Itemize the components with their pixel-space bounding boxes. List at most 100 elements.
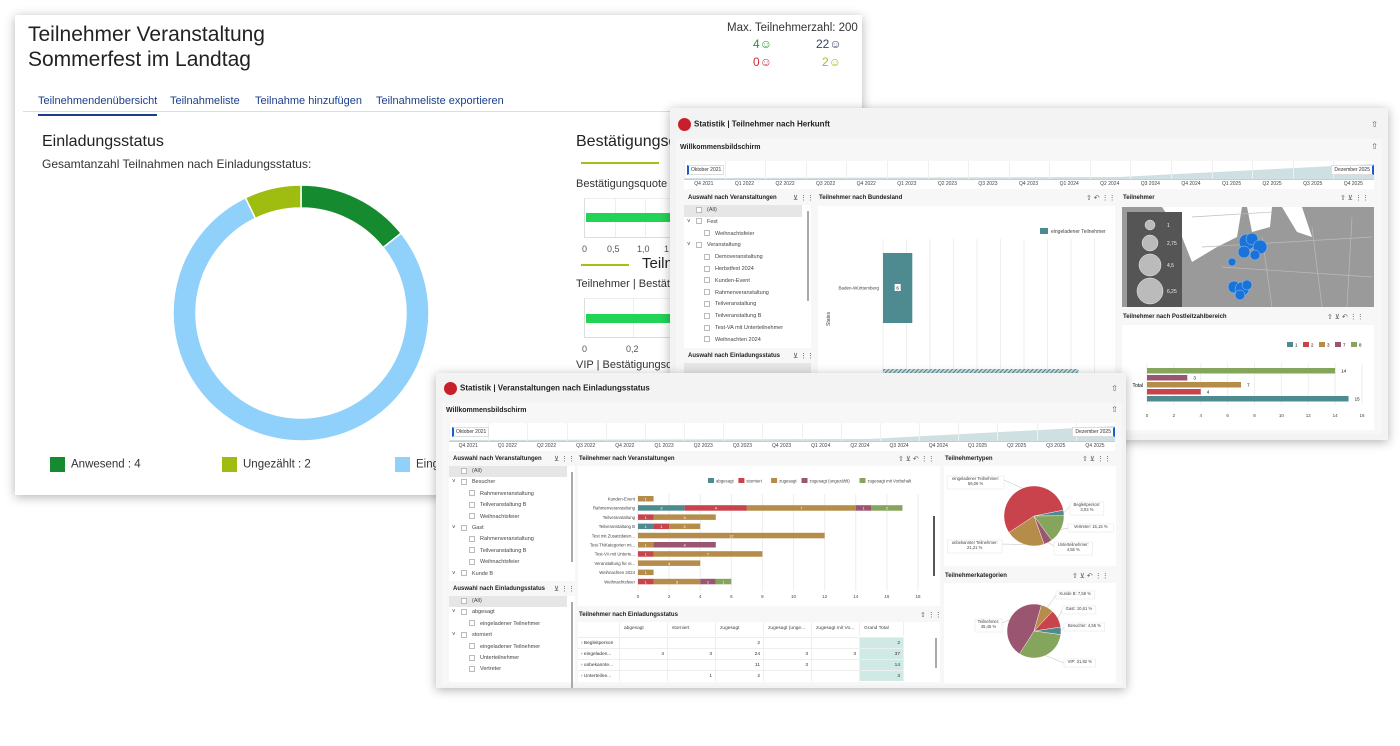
tab-participation-list[interactable]: Teilnahmeliste [170, 95, 240, 107]
chart-toolbar-icons[interactable]: ⇧ ⊻ ↶ ⋮⋮ [898, 456, 935, 463]
filter-item[interactable]: (All) [449, 596, 567, 608]
clear-filter-icon[interactable]: ⊻ ⋮⋮ [554, 456, 576, 463]
checkbox[interactable] [469, 558, 475, 565]
legend-present[interactable]: Anwesend : 4 [50, 457, 141, 472]
range-start-handle[interactable]: Oktober 2021 [687, 165, 725, 175]
filter-item[interactable]: Teilveranstaltung [684, 299, 802, 311]
map-toolbar-icons[interactable]: ⇧ ⊻ ⋮⋮ [1340, 195, 1369, 202]
checkbox[interactable] [469, 643, 475, 650]
filter-item[interactable]: ˅ Besucher [449, 477, 567, 488]
filter-item[interactable]: Demoveranstaltung [684, 252, 802, 264]
checkbox[interactable] [704, 253, 710, 260]
row-header[interactable]: › unbekannte... [578, 659, 620, 670]
filter-item[interactable]: eingeladener Teilnehmer [449, 642, 567, 653]
column-header[interactable]: zugesagt mit Vo... [812, 622, 860, 636]
filter-item[interactable]: ˅ Kunde B [449, 569, 567, 580]
checkbox[interactable] [704, 324, 710, 331]
filter-item[interactable]: Rahmenveranstaltung [449, 489, 567, 500]
participants-map[interactable]: 1 2,75 4,5 6,25 [1122, 207, 1374, 307]
filter-item[interactable]: ˅ storniert [449, 630, 567, 641]
filter-item[interactable]: ˅ Fest [684, 217, 802, 229]
row-header[interactable]: › Begleitperson [578, 637, 620, 648]
tab-overview[interactable]: Teilnehmendenübersicht [38, 95, 158, 116]
column-header[interactable]: zugesagt (unge... [764, 622, 812, 636]
export-icon[interactable]: ⇧ [1111, 384, 1118, 393]
expand-toggle[interactable]: ˅ [452, 632, 456, 639]
chart-toolbar-icons[interactable]: ⇧ ↶ ⋮⋮ [1086, 195, 1116, 202]
range-start-handle[interactable]: Oktober 2021 [452, 427, 490, 437]
checkbox[interactable] [469, 490, 475, 497]
expand-toggle[interactable]: ˅ [687, 242, 691, 249]
filter-item[interactable]: Herbstfest 2024 [684, 264, 802, 276]
column-header[interactable]: zugesagt [716, 622, 764, 636]
filter-item[interactable]: Kunden-Event [684, 276, 802, 288]
checkbox[interactable] [469, 513, 475, 520]
expand-toggle[interactable]: ˅ [452, 609, 456, 616]
column-header[interactable] [578, 622, 620, 636]
range-end-handle[interactable]: Dezember 2025 [1072, 427, 1115, 437]
checkbox[interactable] [704, 289, 710, 296]
checkbox[interactable] [704, 230, 710, 237]
clear-filter-icon[interactable]: ⊻ ⋮⋮ [554, 586, 576, 593]
filter-item[interactable]: Test-VA mit Unterteilnehmer [684, 323, 802, 335]
checkbox[interactable] [469, 620, 475, 627]
legend-uncounted[interactable]: Ungezählt : 2 [222, 457, 311, 472]
filter-item[interactable]: Teilveranstaltung B [449, 500, 567, 511]
filter-item[interactable]: (All) [449, 466, 567, 478]
scrollbar[interactable] [807, 211, 809, 301]
checkbox[interactable] [461, 524, 467, 531]
checkbox[interactable] [469, 501, 475, 508]
range-end-handle[interactable]: Dezember 2025 [1331, 165, 1374, 175]
expand-toggle[interactable]: ˅ [452, 479, 456, 486]
tab-export-list[interactable]: Teilnahmeliste exportieren [376, 95, 504, 107]
chart-toolbar-icons[interactable]: ⇧ ⊻ ⋮⋮ [1082, 456, 1111, 463]
filter-item[interactable]: Rahmenveranstaltung [449, 534, 567, 545]
column-header[interactable]: Grand Total [860, 622, 904, 636]
scrollbar[interactable] [571, 472, 573, 562]
export-icon[interactable]: ⇧ [1371, 120, 1378, 129]
row-header[interactable]: › eingeladen... [578, 648, 620, 659]
clear-filter-icon[interactable]: ⊻ ⋮⋮ [793, 195, 815, 202]
filter-item[interactable]: Weihnachten 2024 [684, 335, 802, 347]
export-icon[interactable]: ⇧ [1371, 142, 1378, 151]
checkbox[interactable] [696, 206, 702, 213]
filter-item[interactable]: Unterteilnehmer [449, 653, 567, 664]
chart-toolbar-icons[interactable]: ⇧ ⊻ ↶ ⋮⋮ [1327, 314, 1364, 321]
filter-item[interactable]: Teilveranstaltung B [684, 311, 802, 323]
row-header[interactable]: › Unterteilne... [578, 670, 620, 681]
checkbox[interactable] [704, 277, 710, 284]
checkbox[interactable] [704, 312, 710, 319]
column-header[interactable]: abgesagt [620, 622, 668, 636]
checkbox[interactable] [461, 631, 467, 638]
checkbox[interactable] [461, 608, 467, 615]
scrollbar[interactable] [935, 638, 937, 668]
legend-invited[interactable]: Eingeladen : 22 [395, 457, 436, 472]
filter-item[interactable]: (All) [684, 205, 802, 217]
tab-add-participation[interactable]: Teilnahme hinzufügen [255, 95, 363, 107]
filter-item[interactable]: ˅ Gast [449, 523, 567, 534]
chart-toolbar-icons[interactable]: ⇧ ⊻ ↶ ⋮⋮ [1072, 573, 1109, 580]
filter-item[interactable]: ˅ Veranstaltung [684, 240, 802, 252]
scrollbar[interactable] [571, 602, 573, 688]
checkbox[interactable] [704, 265, 710, 272]
checkbox[interactable] [461, 570, 467, 577]
checkbox[interactable] [704, 336, 710, 343]
checkbox[interactable] [469, 654, 475, 661]
checkbox[interactable] [469, 665, 475, 672]
filter-item[interactable]: ˅ abgesagt [449, 607, 567, 618]
column-header[interactable]: storniert [668, 622, 716, 636]
date-range-timeline[interactable]: Q4 2021 Q1 2022 Q2 2022 Q3 2022 Q4 2022 Q1 20… [684, 161, 1374, 189]
expand-toggle[interactable]: ˅ [452, 570, 456, 577]
checkbox[interactable] [469, 547, 475, 554]
checkbox[interactable] [704, 300, 710, 307]
filter-item[interactable]: Rahmenveranstaltung [684, 288, 802, 300]
checkbox[interactable] [461, 467, 467, 474]
filter-item[interactable]: Vertreter [449, 664, 567, 675]
date-range-timeline[interactable]: Q4 2021 Q1 2022 Q2 2022 Q3 2022 Q4 2022 Q1 20… [449, 423, 1115, 451]
expand-toggle[interactable]: ˅ [687, 218, 691, 225]
filter-item[interactable]: Teilveranstaltung B [449, 546, 567, 557]
checkbox[interactable] [696, 218, 702, 225]
checkbox[interactable] [696, 241, 702, 248]
filter-item[interactable]: Weihnachtsfeier [449, 512, 567, 523]
checkbox[interactable] [461, 478, 467, 485]
